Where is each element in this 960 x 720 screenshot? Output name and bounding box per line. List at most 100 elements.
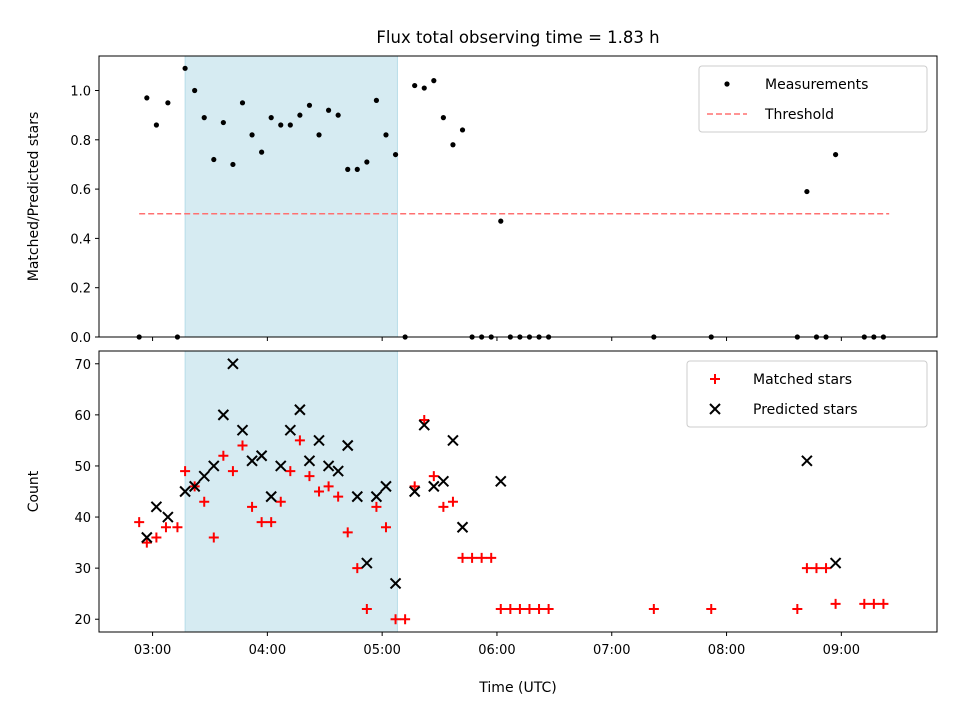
matched-star-point — [534, 604, 545, 615]
matched-star-point — [419, 414, 430, 425]
matched-star-point — [141, 537, 152, 548]
measurement-point — [431, 78, 437, 84]
predicted-star-point — [829, 557, 842, 569]
predicted-star-point — [198, 470, 210, 482]
measurement-point — [804, 188, 810, 195]
measurement-point — [230, 161, 236, 168]
measurement-point — [192, 87, 198, 94]
measurement-point — [459, 127, 466, 133]
legend-matched-swatch — [710, 374, 720, 384]
x-tick-label: 09:00 — [823, 643, 860, 658]
measurement-point — [165, 100, 171, 106]
series-matched-stars — [134, 414, 889, 625]
measurement-point — [306, 102, 313, 108]
measurement-point — [259, 149, 265, 155]
predicted-star-point — [437, 475, 450, 487]
legend: Measurements Threshold — [698, 65, 928, 133]
measurement-point — [440, 115, 446, 121]
legend-label: Predicted stars — [753, 402, 858, 418]
predicted-star-point — [447, 434, 459, 447]
predicted-star-point — [801, 455, 813, 467]
matched-star-point — [304, 471, 315, 482]
matched-star-point — [333, 491, 344, 502]
matched-star-point — [266, 517, 277, 528]
matched-star-point — [294, 435, 305, 446]
measurement-point — [297, 112, 303, 118]
matched-star-point — [811, 563, 822, 574]
measurement-point — [498, 218, 504, 224]
measurement-point — [278, 122, 284, 128]
matched-star-point — [467, 552, 478, 563]
predicted-star-point — [380, 480, 392, 493]
measurement-point — [364, 159, 370, 165]
matched-star-point — [486, 552, 497, 563]
matched-star-point — [380, 522, 391, 533]
y-tick-label: 1.0 — [70, 85, 91, 100]
measurement-point — [354, 166, 360, 172]
matched-star-point — [495, 604, 506, 615]
measurement-point — [144, 95, 150, 101]
measurement-point — [450, 142, 456, 148]
matched-star-point — [505, 604, 516, 615]
predicted-star-point — [303, 455, 316, 467]
matched-star-point — [409, 481, 420, 492]
measurement-point — [182, 65, 188, 71]
predicted-star-point — [418, 419, 430, 431]
y-tick-label: 0.4 — [70, 232, 91, 247]
predicted-star-point — [332, 465, 344, 477]
predicted-star-point — [322, 460, 335, 472]
figure-title: Flux total observing time = 1.83 h — [376, 28, 659, 47]
predicted-star-point — [217, 409, 230, 421]
matched-star-point — [476, 552, 487, 563]
predicted-star-point — [246, 455, 258, 467]
matched-star-point — [218, 450, 229, 461]
y-tick-label: 20 — [74, 613, 91, 628]
matched-star-point — [371, 501, 382, 512]
predicted-star-point — [236, 424, 249, 436]
predicted-star-point — [313, 434, 325, 447]
predicted-star-point — [265, 490, 277, 503]
measurement-point — [325, 107, 332, 113]
predicted-star-point — [495, 475, 507, 487]
matched-star-point — [180, 466, 191, 477]
measurement-point — [335, 112, 341, 118]
y-tick-label: 60 — [74, 409, 91, 424]
legend-predicted-swatch — [709, 403, 721, 415]
matched-star-point — [361, 604, 372, 615]
matched-star-point — [868, 598, 879, 609]
matched-star-point — [208, 532, 219, 543]
y-axis-label: Count — [26, 470, 42, 512]
measurement-point — [249, 132, 255, 138]
matched-star-point — [199, 496, 210, 507]
y-tick-label: 0.8 — [70, 134, 91, 149]
predicted-star-point — [284, 424, 297, 436]
observing-window-band — [184, 55, 398, 338]
measurement-point — [239, 100, 246, 106]
measurement-point — [421, 85, 427, 91]
matched-star-point — [438, 501, 449, 512]
x-tick-label: 06:00 — [478, 643, 515, 658]
predicted-star-point — [351, 490, 363, 503]
predicted-star-point — [342, 439, 354, 452]
x-tick-label: 08:00 — [708, 643, 745, 658]
matched-star-point — [400, 614, 411, 625]
matched-star-point — [275, 496, 286, 507]
predicted-star-point — [162, 511, 174, 523]
measurement-point — [373, 97, 380, 103]
predicted-star-point — [294, 404, 306, 416]
matched-star-point — [792, 604, 803, 615]
matched-star-point — [352, 563, 363, 574]
predicted-star-point — [428, 480, 440, 493]
matched-star-point — [342, 527, 353, 538]
x-axis-label: Time (UTC) — [478, 680, 556, 696]
matched-star-point — [237, 440, 248, 451]
measurement-point — [268, 115, 274, 121]
matched-star-point — [323, 481, 334, 492]
predicted-star-point — [188, 480, 201, 493]
legend-box — [686, 360, 928, 428]
matched-star-point — [648, 604, 659, 615]
measurement-point — [412, 82, 418, 89]
observing-window-band — [184, 350, 398, 633]
legend-label: Measurements — [765, 77, 868, 93]
